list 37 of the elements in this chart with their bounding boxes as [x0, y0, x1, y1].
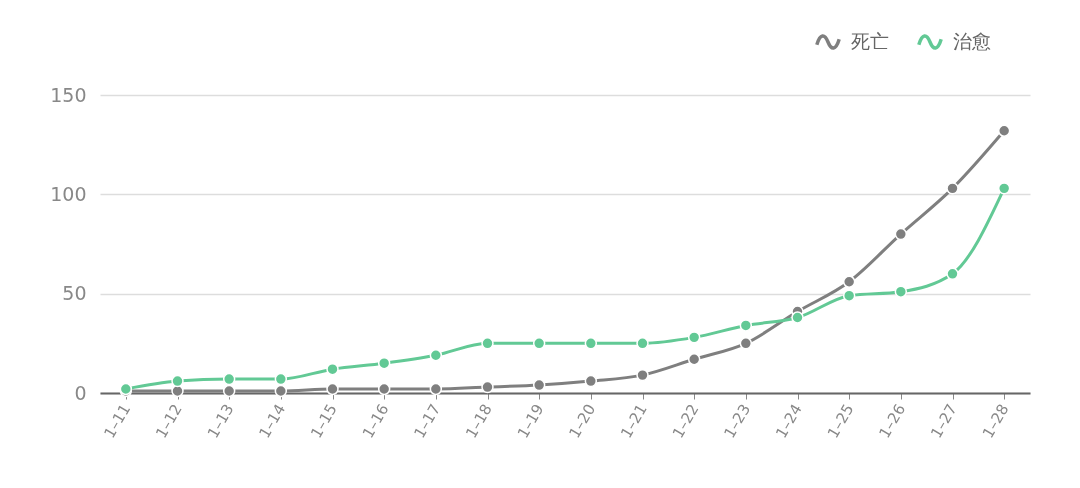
- point: [532, 378, 546, 392]
- point: [946, 267, 959, 281]
- point: [842, 289, 856, 302]
- point: [429, 382, 443, 396]
- point: [946, 182, 959, 195]
- legend-label: 死亡: [851, 30, 889, 53]
- point: [894, 285, 908, 298]
- point: [222, 384, 236, 398]
- point: [171, 374, 184, 388]
- point: [481, 380, 494, 394]
- point: [377, 382, 391, 396]
- point: [997, 124, 1011, 137]
- point: [274, 384, 288, 398]
- point: [791, 311, 804, 324]
- point: [636, 368, 649, 382]
- point: [532, 337, 546, 350]
- point: [429, 349, 443, 362]
- point: [222, 372, 236, 386]
- point: [687, 353, 701, 366]
- point: [274, 372, 288, 386]
- point: [997, 182, 1011, 195]
- y-tick-label: 150: [50, 83, 87, 106]
- y-tick-label: 0: [74, 381, 87, 404]
- point: [739, 337, 753, 350]
- y-tick-label: 50: [62, 282, 87, 305]
- point: [171, 384, 184, 398]
- point: [584, 374, 598, 388]
- point: [842, 275, 856, 288]
- point: [584, 337, 598, 350]
- point: [687, 331, 701, 344]
- y-tick-label: 100: [50, 182, 87, 205]
- point: [326, 362, 339, 376]
- legend-label: 治愈: [953, 30, 991, 53]
- point: [894, 227, 908, 241]
- point: [326, 382, 339, 396]
- point: [377, 356, 391, 370]
- point: [739, 319, 753, 332]
